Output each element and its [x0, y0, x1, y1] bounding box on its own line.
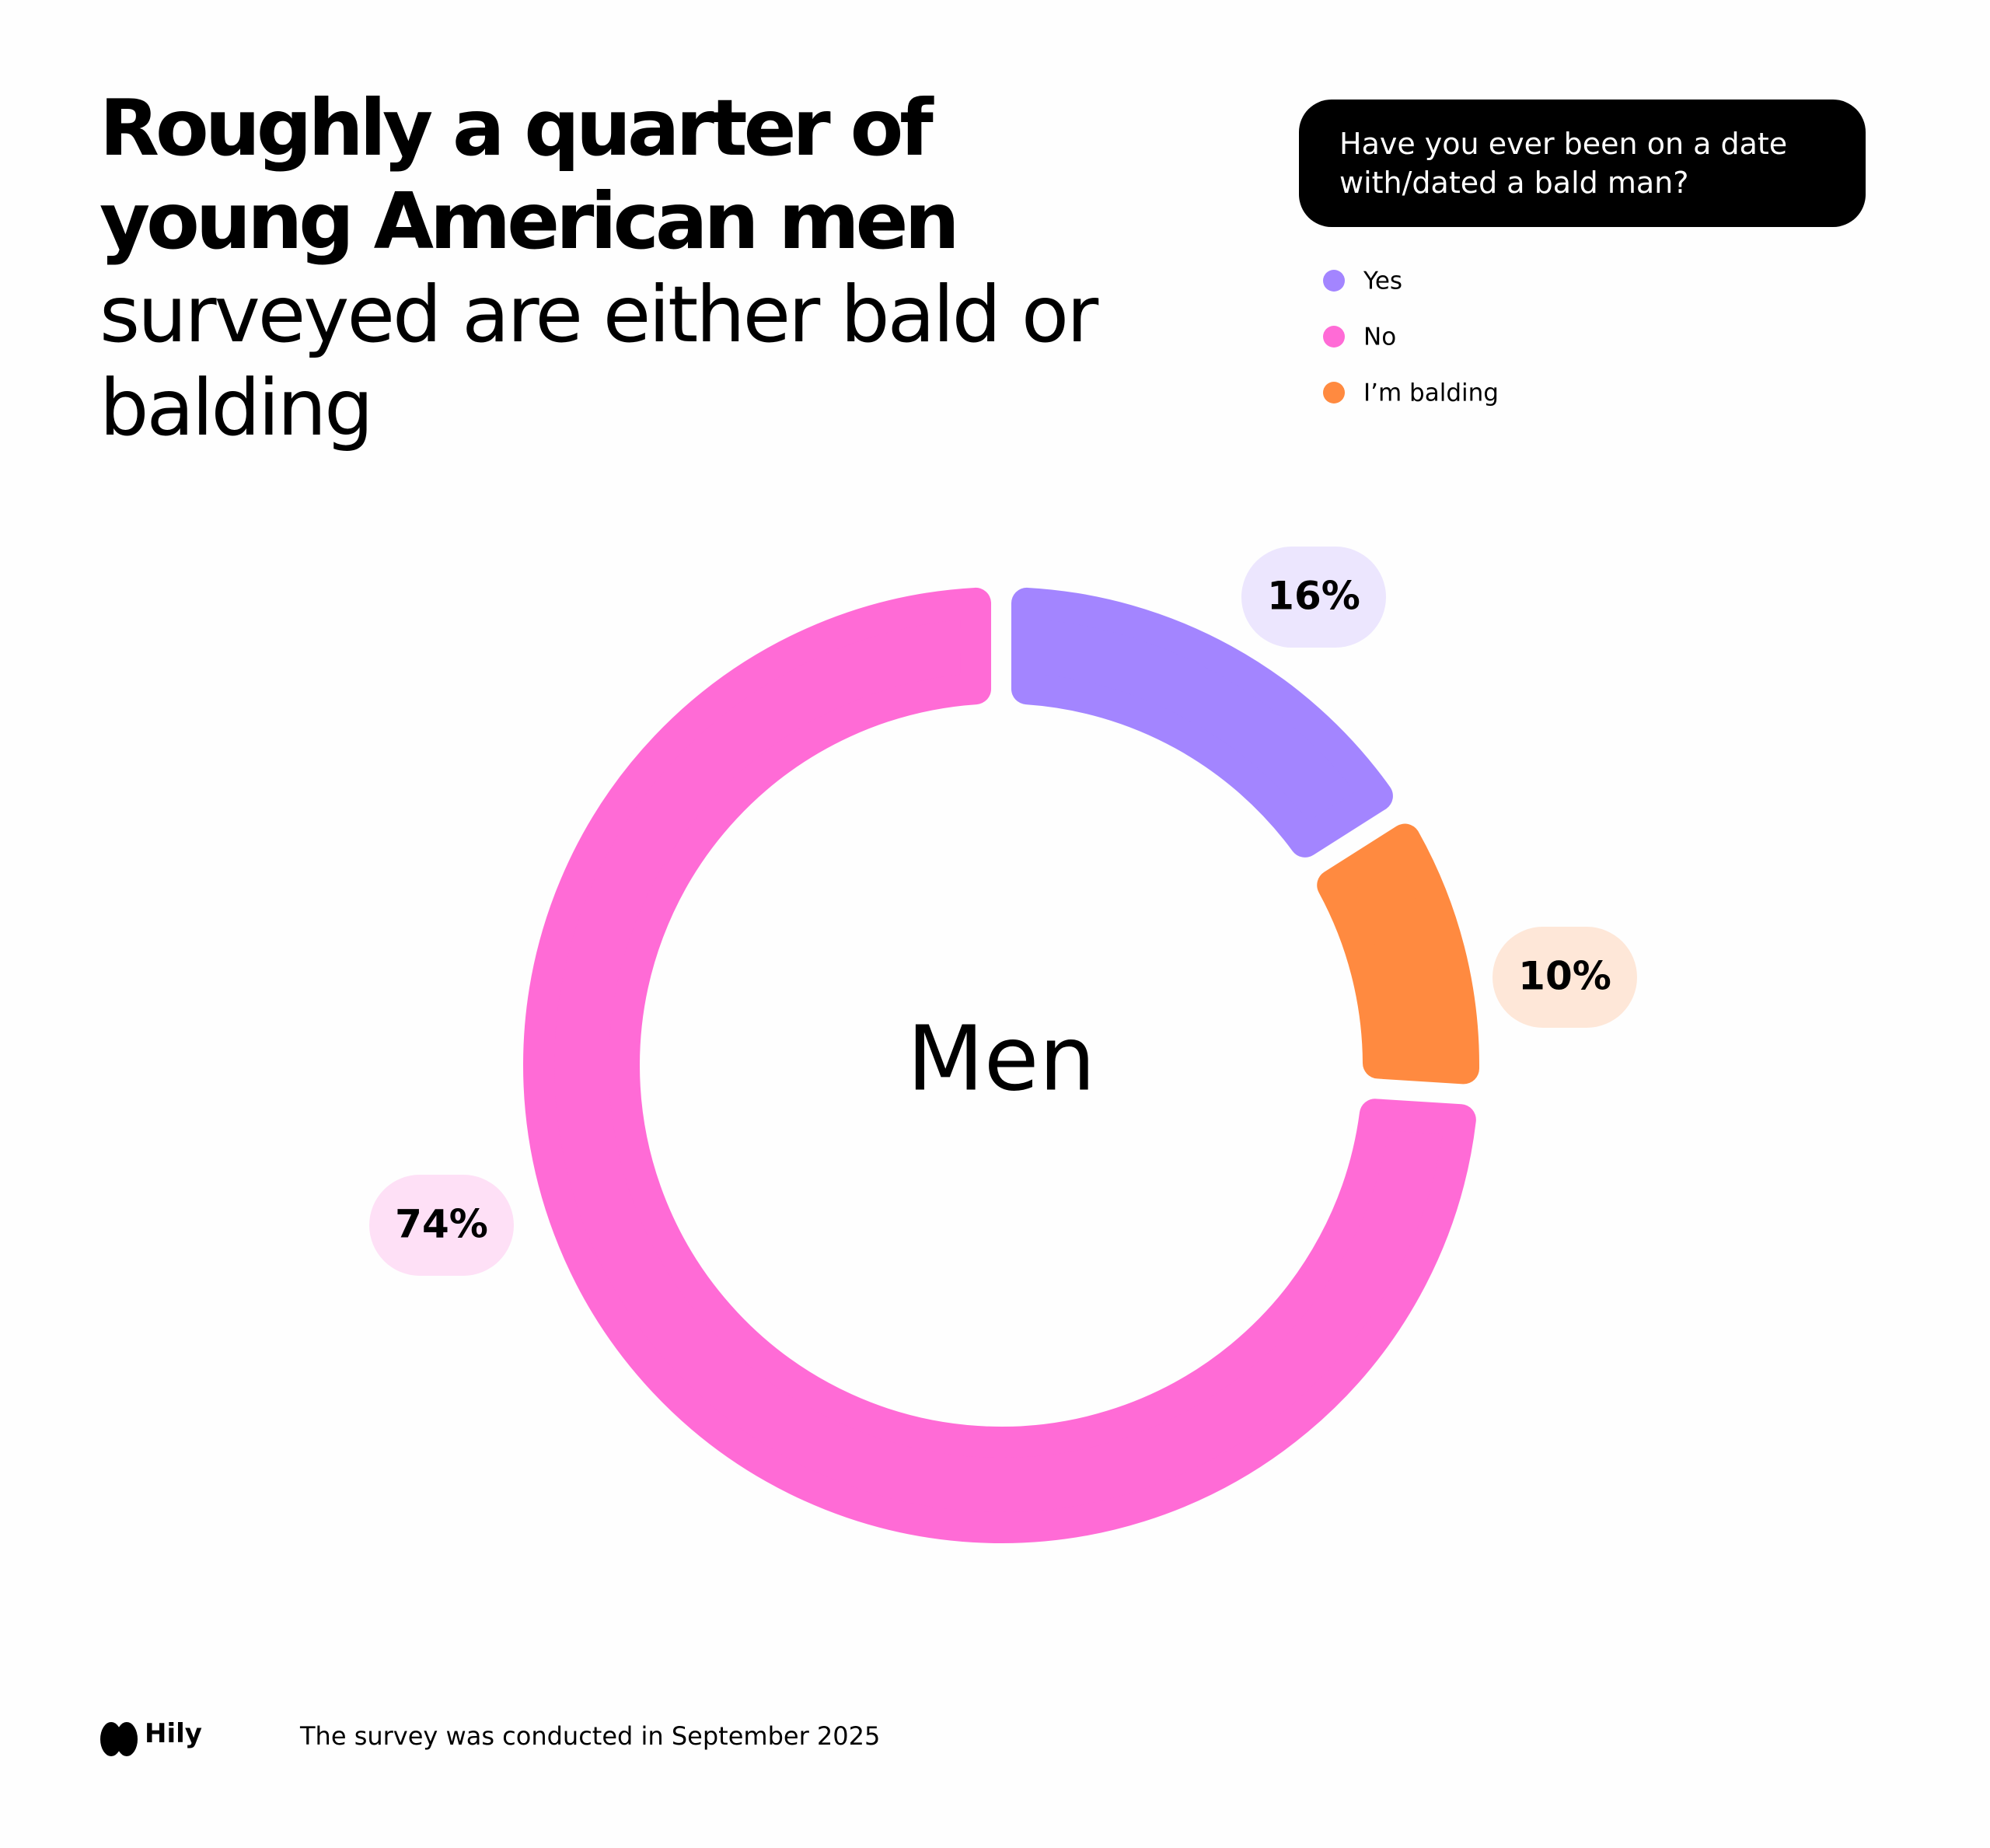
value-label: 16%	[1267, 574, 1360, 619]
title-bold: Roughly a quarter of young American men	[100, 82, 960, 267]
value-label: 10%	[1518, 954, 1611, 999]
legend-swatch	[1323, 270, 1345, 292]
label-bubble	[369, 1175, 514, 1276]
donut-segment	[1317, 823, 1479, 1085]
logo	[100, 1722, 138, 1756]
donut-segment	[523, 587, 1476, 1543]
question-box: Have you ever been on a date with/dated …	[1299, 100, 1866, 227]
label-bubble	[1492, 927, 1637, 1028]
legend-swatch	[1323, 382, 1345, 403]
center-label: Men	[907, 1008, 1096, 1112]
question: Have you ever been on a date with/dated …	[1339, 127, 1788, 200]
value-label: 74%	[395, 1202, 488, 1247]
label-bubble	[1241, 547, 1386, 648]
chart-title: Roughly a quarter of young American men …	[100, 82, 1149, 455]
legend-label: I’m balding	[1363, 379, 1499, 407]
donut-segment	[1011, 587, 1393, 858]
legend-label: No	[1363, 323, 1396, 351]
legend-label: Yes	[1363, 267, 1402, 295]
legend-swatch	[1323, 326, 1345, 348]
brand: Hily	[145, 1718, 202, 1749]
title-rest: surveyed are either bald or balding	[100, 269, 1098, 453]
footnote: The survey was conducted in September 20…	[300, 1721, 881, 1751]
